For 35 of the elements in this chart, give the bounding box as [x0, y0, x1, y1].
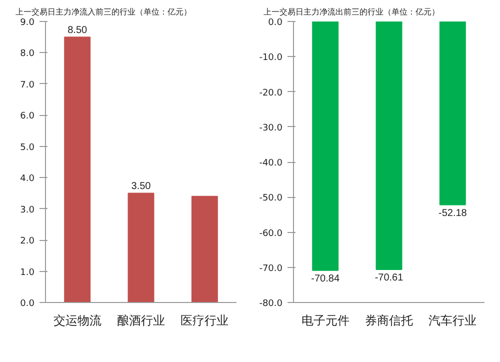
x-tick-label: 交运物流 — [53, 314, 102, 328]
y-tick-label: 2.0 — [20, 236, 35, 247]
y-tick-label: -20.0 — [259, 88, 283, 98]
data-label: -52.18 — [438, 208, 468, 219]
x-tick-label: 汽车行业 — [428, 314, 477, 328]
x-tick-label: 酿酒行业 — [117, 314, 165, 328]
y-tick-label: -10.0 — [259, 53, 283, 64]
y-tick-label: 6.0 — [20, 112, 35, 122]
data-label: -70.61 — [374, 272, 404, 284]
x-tick-label: 医疗行业 — [180, 314, 229, 328]
y-tick-label: -70.0 — [259, 264, 283, 274]
data-label: -70.84 — [311, 274, 340, 285]
y-tick-label: 1.0 — [20, 268, 35, 278]
chart-title: 上一交易日主力净流出前三的行业（单位：亿元） — [264, 8, 440, 16]
x-tick-label: 券商信托 — [365, 314, 413, 328]
y-tick-label: -30.0 — [259, 123, 283, 134]
bar — [128, 192, 154, 302]
y-tick-label: 4.0 — [20, 174, 35, 184]
y-tick-label: -40.0 — [259, 158, 283, 168]
chart-title: 上一交易日主力净流入前三的行业（单位：亿元） — [16, 8, 192, 16]
y-tick-label: 5.0 — [20, 142, 35, 153]
y-tick-label: -50.0 — [259, 194, 283, 204]
data-label: 3.50 — [131, 181, 152, 192]
x-tick-label: 电子元件 — [301, 314, 350, 328]
y-tick-label: -60.0 — [259, 228, 283, 239]
y-tick-label: 8.0 — [20, 49, 35, 60]
y-tick-label: 3.0 — [20, 205, 35, 216]
y-tick-label: 0.0 — [20, 299, 35, 309]
y-tick-label: 7.0 — [20, 80, 35, 90]
bar — [64, 36, 91, 302]
data-label: 8.50 — [68, 24, 88, 36]
y-tick-label: 0.0 — [268, 18, 283, 28]
y-tick-label: 9.0 — [20, 18, 35, 28]
y-tick-label: -80.0 — [259, 299, 283, 309]
bar — [191, 196, 218, 302]
